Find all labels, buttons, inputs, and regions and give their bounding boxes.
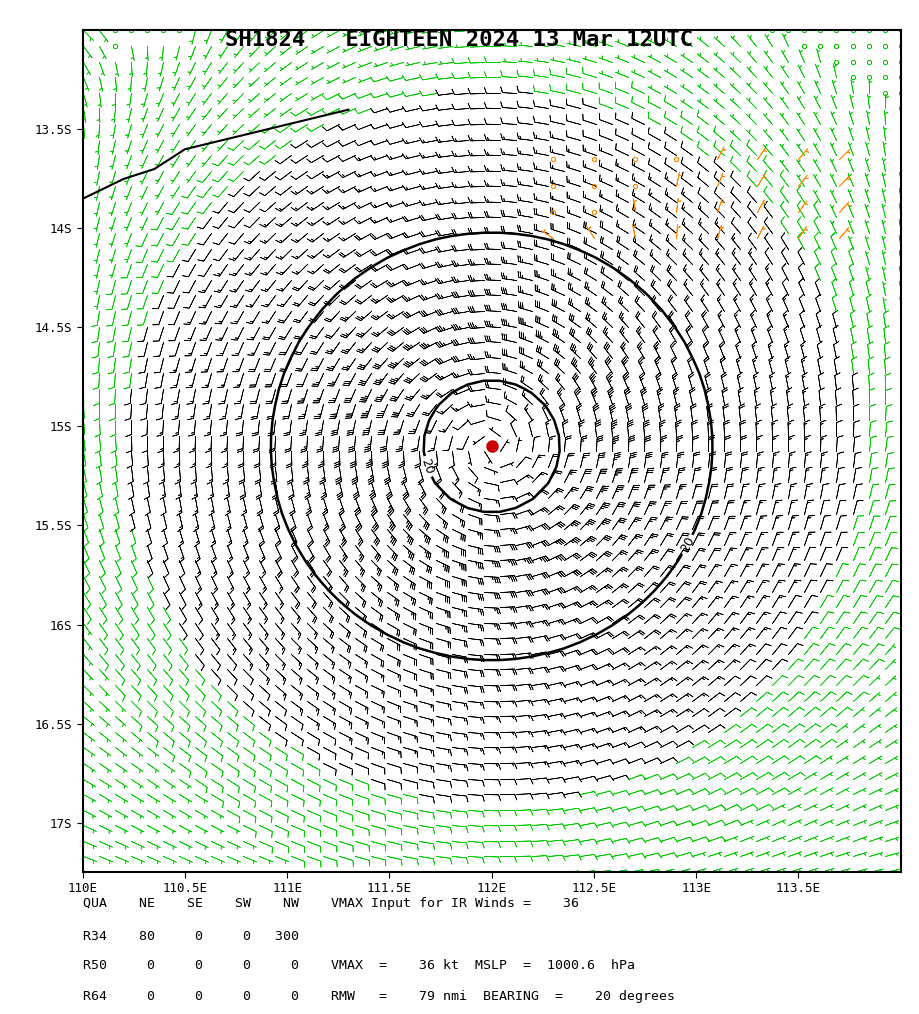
Text: 20: 20 <box>678 534 698 555</box>
Text: R34    80     0     0   300: R34 80 0 0 300 <box>83 930 299 943</box>
Text: QUA    NE    SE    SW    NW    VMAX Input for IR Winds =    36: QUA NE SE SW NW VMAX Input for IR Winds … <box>83 897 579 911</box>
Text: R64     0     0     0     0    RMW   =    79 nmi  BEARING  =    20 degrees: R64 0 0 0 0 RMW = 79 nmi BEARING = 20 de… <box>83 990 675 1003</box>
Text: 20: 20 <box>418 457 436 477</box>
Text: SH1824   EIGHTEEN 2024 13 Mar 12UTC: SH1824 EIGHTEEN 2024 13 Mar 12UTC <box>225 30 694 51</box>
Text: R50     0     0     0     0    VMAX  =    36 kt  MSLP  =  1000.6  hPa: R50 0 0 0 0 VMAX = 36 kt MSLP = 1000.6 h… <box>83 959 635 972</box>
